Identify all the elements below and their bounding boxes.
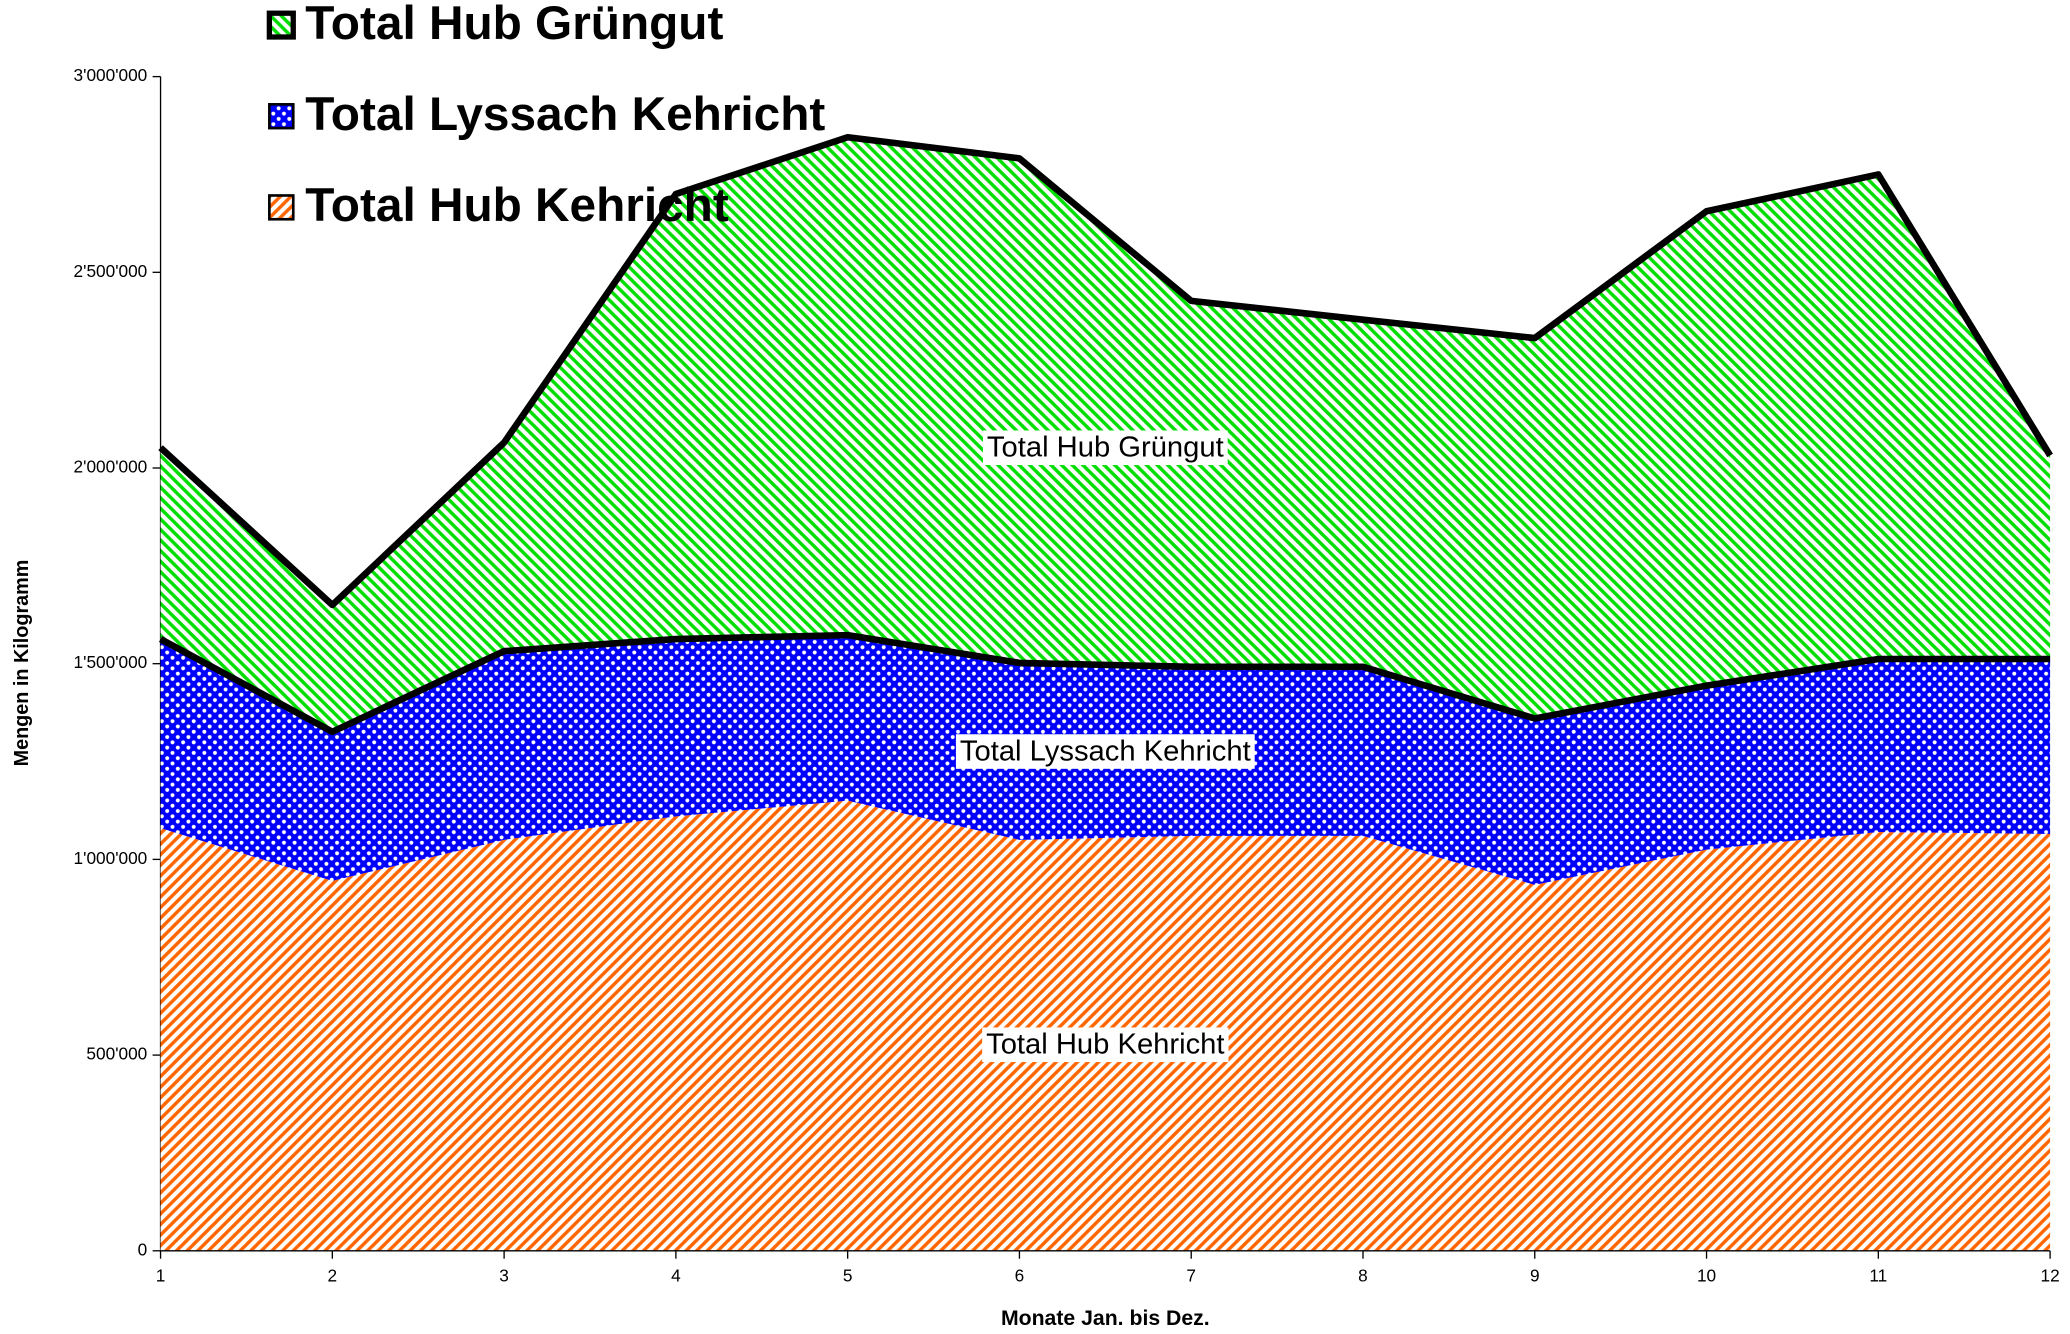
- x-tick-label: 2: [328, 1266, 338, 1286]
- area: [160, 800, 2051, 1251]
- series-label: Total Hub Grüngut: [987, 432, 1224, 464]
- x-axis-title: Monate Jan. bis Dez.: [1001, 1307, 1210, 1330]
- x-tick-label: 8: [1358, 1266, 1368, 1286]
- x-tick-label: 7: [1186, 1266, 1196, 1286]
- legend-label: Total Hub Grüngut: [305, 0, 723, 50]
- area-outline: [158, 631, 2051, 736]
- legend-label: Total Hub Kehricht: [305, 179, 729, 232]
- x-tick-label: 11: [1869, 1266, 1887, 1286]
- x-tick-label: 10: [1697, 1266, 1716, 1286]
- legend-label: Total Lyssach Kehricht: [305, 88, 825, 141]
- x-tick-label: 4: [671, 1266, 681, 1286]
- x-tick-label: 3: [499, 1266, 509, 1286]
- area-outline: [158, 133, 2053, 609]
- label-background: [955, 734, 1255, 769]
- y-tick-label: 500'000: [86, 1044, 147, 1064]
- label-background: [982, 430, 1228, 466]
- series-label-box: Total Hub Grüngut: [982, 430, 1228, 466]
- x-tick-label: 1: [156, 1266, 166, 1286]
- y-tick-label: 2'500'000: [74, 261, 148, 281]
- series-label-box: Total Lyssach Kehricht: [955, 734, 1255, 769]
- label-background: [982, 1027, 1229, 1063]
- y-axis-title: Mengen in Kilogramm: [11, 560, 33, 767]
- y-tick-label: 3'000'000: [74, 65, 148, 85]
- y-tick-label: 2'000'000: [74, 457, 148, 477]
- legend-swatch: [268, 103, 295, 130]
- x-tick-label: 6: [1015, 1266, 1025, 1286]
- series-label-box: Total Hub Kehricht: [982, 1027, 1229, 1063]
- series-label: Total Lyssach Kehricht: [960, 736, 1251, 768]
- y-tick-label: 0: [138, 1239, 148, 1259]
- series-label: Total Hub Kehricht: [986, 1029, 1224, 1061]
- y-tick-label: 1'500'000: [74, 652, 148, 672]
- y-tick-label: 1'000'000: [74, 848, 148, 868]
- x-tick-label: 9: [1530, 1266, 1540, 1286]
- x-tick-label: 12: [2041, 1266, 2060, 1286]
- legend-swatch: [268, 194, 295, 221]
- legend-swatch: [266, 10, 296, 40]
- x-tick-label: 5: [843, 1266, 853, 1286]
